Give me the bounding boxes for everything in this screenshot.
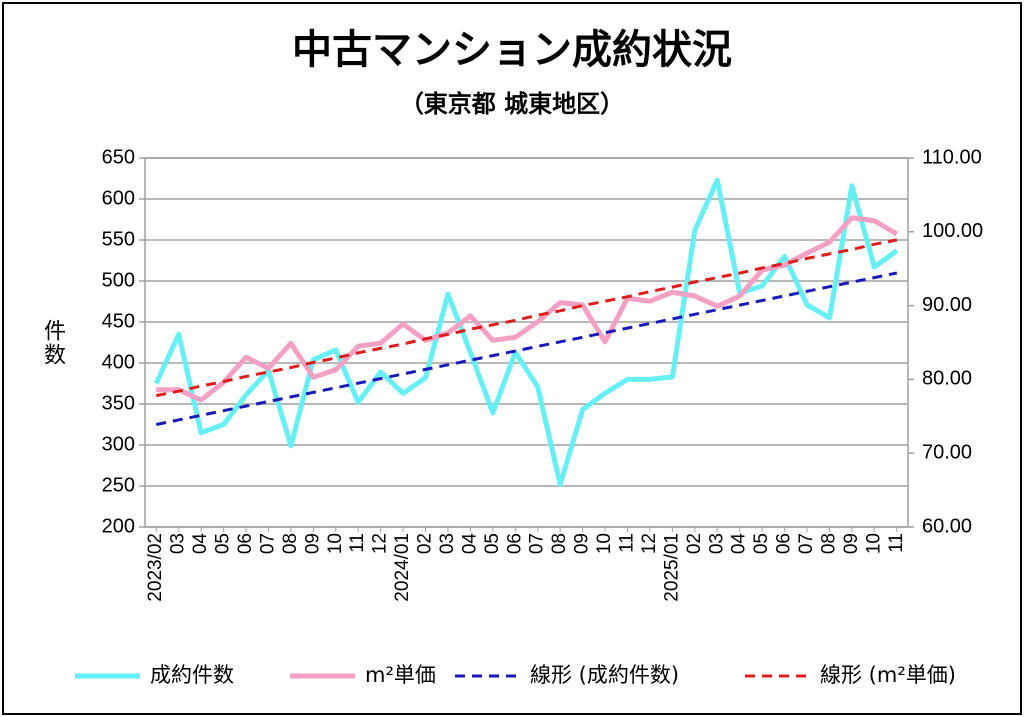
x-tick-label: 06 [235, 533, 256, 554]
trend-line [155, 238, 898, 398]
x-tick-label: 05 [213, 533, 234, 554]
x-tick-label: 02 [684, 533, 705, 554]
y-tick-label: 250 [102, 474, 135, 496]
plot-border [144, 157, 909, 528]
y2-tick-label: 110.00 [922, 146, 982, 168]
x-tick-label: 2023/02 [145, 533, 166, 602]
x-tick-label: 11 [347, 533, 368, 553]
x-tick-label: 04 [729, 533, 750, 555]
legend-label: 線形 (成約件数) [530, 663, 679, 687]
x-tick-label: 10 [863, 533, 884, 554]
y2-tick-label: 70.00 [922, 441, 972, 463]
chart-subtitle: （東京都 城東地区） [400, 90, 624, 118]
legend-label: 成約件数 [150, 663, 234, 687]
x-tick-label: 05 [482, 533, 503, 554]
legend-label: m²単価 [365, 663, 436, 687]
x-tick-label: 04 [459, 533, 480, 555]
x-tick-label: 03 [168, 533, 189, 554]
x-tick-label: 07 [796, 533, 817, 554]
y-tick-label: 400 [102, 351, 135, 373]
y-tick-label: 200 [102, 515, 135, 537]
x-tick-label: 10 [594, 533, 615, 554]
y-tick-label: 350 [102, 392, 135, 414]
x-tick-label: 08 [280, 533, 301, 554]
y-tick-label: 300 [102, 433, 135, 455]
x-tick-label: 03 [706, 533, 727, 554]
x-tick-label: 06 [504, 533, 525, 554]
x-tick-label: 05 [751, 533, 772, 554]
x-tick-label: 03 [437, 533, 458, 554]
y2-tick-label: 90.00 [922, 294, 972, 316]
y-tick-label: 450 [102, 310, 135, 332]
y2-tick-label: 100.00 [922, 220, 983, 242]
x-tick-label: 09 [572, 533, 593, 554]
x-tick-label: 11 [617, 533, 638, 553]
x-tick-label: 10 [325, 533, 346, 554]
x-tick-label: 09 [302, 533, 323, 554]
x-tick-label: 07 [257, 533, 278, 554]
x-tick-label: 06 [774, 533, 795, 554]
y-tick-label: 550 [102, 228, 135, 250]
x-tick-label: 2025/01 [661, 533, 682, 602]
y-tick-label: 500 [102, 269, 135, 291]
x-tick-label: 2024/01 [392, 533, 413, 602]
y2-tick-label: 60.00 [922, 515, 972, 537]
x-tick-label: 08 [549, 533, 570, 554]
legend-label: 線形 (m²単価) [820, 663, 956, 687]
series-line [156, 215, 899, 403]
x-tick-label: 12 [639, 533, 660, 554]
y-tick-label: 600 [102, 187, 135, 209]
y2-tick-label: 80.00 [922, 368, 972, 390]
y-tick-label: 650 [102, 146, 135, 168]
x-tick-label: 09 [841, 533, 862, 554]
x-tick-label: 04 [190, 533, 211, 555]
series-line [153, 177, 899, 487]
x-tick-label: 11 [886, 533, 907, 553]
trend-line [155, 271, 898, 426]
x-tick-label: 02 [415, 533, 436, 554]
chart-title: 中古マンション成約状況 [292, 27, 732, 73]
x-tick-label: 07 [527, 533, 548, 554]
x-tick-label: 12 [370, 533, 391, 554]
y-axis-label: 件数 [40, 319, 66, 367]
x-tick-label: 08 [818, 533, 839, 554]
